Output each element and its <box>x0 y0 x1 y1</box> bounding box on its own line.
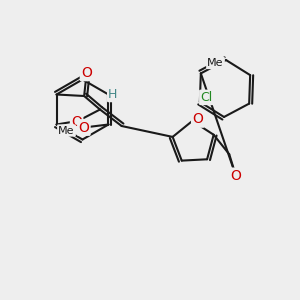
Text: O: O <box>81 66 92 80</box>
Text: H: H <box>108 88 118 101</box>
Text: O: O <box>192 112 203 126</box>
Text: Me: Me <box>58 125 75 136</box>
Text: O: O <box>71 116 82 129</box>
Text: O: O <box>230 169 241 183</box>
Text: O: O <box>78 121 89 134</box>
Text: Cl: Cl <box>200 91 213 104</box>
Text: Me: Me <box>207 58 224 68</box>
